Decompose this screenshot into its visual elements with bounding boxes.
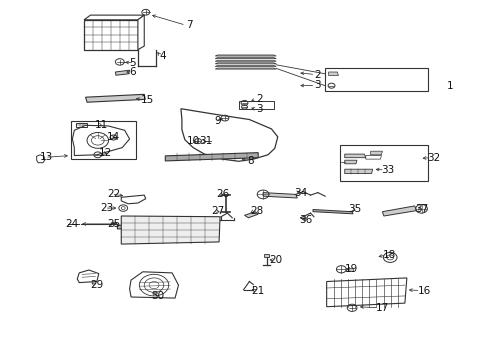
Polygon shape (121, 216, 220, 244)
Polygon shape (328, 72, 338, 76)
Text: 8: 8 (246, 156, 253, 166)
Text: 21: 21 (251, 286, 264, 296)
Text: 14: 14 (106, 132, 120, 142)
Text: 3: 3 (314, 80, 321, 90)
Polygon shape (84, 15, 144, 20)
Text: 17: 17 (375, 303, 388, 313)
Text: 4: 4 (159, 51, 165, 61)
Text: 29: 29 (90, 280, 103, 290)
Polygon shape (344, 169, 372, 174)
Text: 24: 24 (65, 219, 79, 229)
Text: 28: 28 (249, 206, 263, 216)
Polygon shape (215, 58, 276, 59)
Text: 7: 7 (186, 20, 193, 30)
Text: 6: 6 (129, 67, 136, 77)
Polygon shape (215, 66, 276, 67)
Text: 36: 36 (298, 215, 312, 225)
Text: 10: 10 (187, 136, 200, 147)
Text: 23: 23 (100, 203, 113, 213)
Text: 11: 11 (95, 120, 108, 130)
Polygon shape (215, 55, 276, 56)
Text: 22: 22 (106, 189, 120, 199)
Text: 2: 2 (314, 69, 321, 80)
Text: 5: 5 (128, 58, 135, 68)
Text: 18: 18 (382, 250, 395, 260)
Polygon shape (382, 206, 416, 216)
Text: 26: 26 (215, 189, 229, 199)
Text: 3: 3 (255, 104, 262, 114)
Text: 13: 13 (40, 152, 53, 162)
Polygon shape (113, 222, 117, 225)
Polygon shape (312, 210, 352, 214)
Text: 19: 19 (344, 264, 357, 274)
Polygon shape (215, 63, 276, 64)
Text: 37: 37 (414, 204, 427, 214)
Polygon shape (263, 193, 297, 198)
Text: 33: 33 (380, 165, 393, 175)
Text: 34: 34 (293, 188, 307, 198)
Polygon shape (370, 151, 382, 155)
Text: 9: 9 (214, 116, 221, 126)
Polygon shape (244, 212, 258, 218)
Text: 2: 2 (255, 94, 262, 104)
Polygon shape (117, 224, 157, 229)
Text: 30: 30 (151, 291, 163, 301)
Polygon shape (85, 94, 145, 102)
Text: 32: 32 (427, 153, 440, 163)
Text: 35: 35 (347, 204, 361, 214)
Polygon shape (138, 15, 144, 50)
Text: 1: 1 (446, 81, 452, 91)
Polygon shape (346, 268, 352, 271)
Text: 12: 12 (98, 148, 112, 158)
Text: 31: 31 (198, 136, 212, 147)
Polygon shape (215, 68, 276, 69)
Text: 27: 27 (210, 206, 224, 216)
Polygon shape (344, 160, 356, 164)
Text: 15: 15 (141, 95, 154, 105)
Text: 16: 16 (417, 285, 430, 296)
Polygon shape (115, 70, 129, 75)
Polygon shape (344, 154, 365, 158)
Polygon shape (165, 153, 258, 161)
Text: 20: 20 (269, 255, 282, 265)
Polygon shape (215, 60, 276, 61)
Text: 25: 25 (106, 219, 120, 229)
Polygon shape (264, 254, 268, 257)
